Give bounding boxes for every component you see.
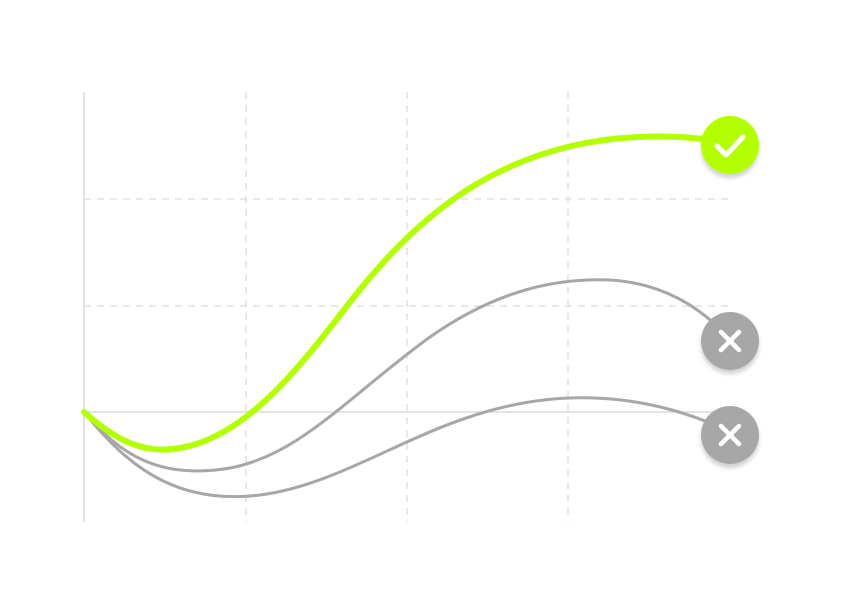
check-icon <box>714 134 746 158</box>
curve-bottom-path <box>82 396 732 499</box>
x-icon <box>718 423 742 447</box>
x-icon <box>718 329 742 353</box>
success-badge <box>701 116 759 174</box>
curve-middle-path <box>82 278 732 473</box>
grid <box>83 92 730 522</box>
curve-winner-path <box>81 133 733 453</box>
